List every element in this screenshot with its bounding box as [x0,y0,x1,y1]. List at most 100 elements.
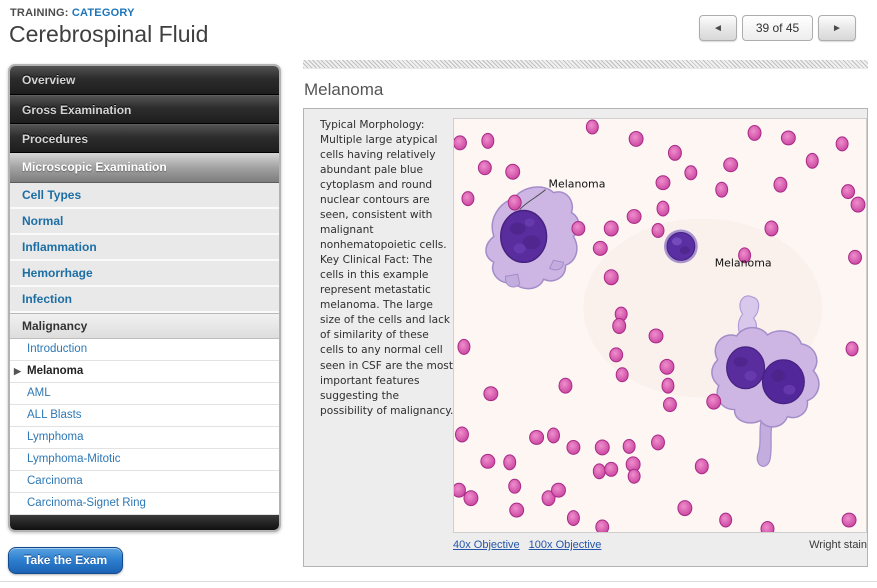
sidebar-item-melanoma-label: Melanoma [27,365,84,377]
rbc-cell [547,427,560,444]
rbc-cell [651,222,665,238]
rbc-cell [477,160,492,176]
training-label: TRAINING: [10,7,69,19]
rbc-cell [594,439,610,456]
rbc-cell [461,191,475,207]
rbc-cell [656,200,670,217]
rbc-cell [706,393,722,410]
sidebar-item-hemorrhage[interactable]: Hemorrhage [10,261,279,287]
sidebar-item-microscopic-examination[interactable]: Microscopic Examination [10,153,279,183]
sidebar-item-malignancy[interactable]: Malignancy [10,313,279,339]
prev-page-button[interactable]: ◄ [699,15,737,41]
rbc-cell [603,269,619,286]
sidebar-item-introduction[interactable]: Introduction [10,339,279,361]
rbc-cell [764,220,779,237]
melanoma-cell-cluster [711,295,820,467]
specimen-svg: Melanoma Melanoma [453,118,867,533]
rbc-cell [454,482,466,498]
rbc-cell [481,132,495,149]
take-exam-button[interactable]: Take the Exam [8,547,124,574]
rbc-cell [805,152,819,169]
next-page-button[interactable]: ► [818,15,856,41]
rbc-cell [661,377,675,394]
rbc-cell [571,221,586,236]
rbc-cell [480,453,496,469]
sidebar-item-procedures[interactable]: Procedures [10,124,279,153]
category-link[interactable]: CATEGORY [71,7,135,19]
rbc-cell [667,144,682,161]
rbc-cell [773,176,788,193]
melanoma-cell-large [485,186,580,290]
rbc-layer [454,119,866,532]
rbc-cell [457,338,471,355]
rbc-cell [719,512,733,528]
objective-40x-link[interactable]: 40x Objective [453,539,520,551]
decorative-hatch-stripe [303,60,868,69]
sidebar-item-cell-types[interactable]: Cell Types [10,183,279,209]
sidebar-item-lymphoma[interactable]: Lymphoma [10,427,279,449]
rbc-cell [715,181,729,198]
rbc-cell [835,136,849,152]
rbc-cell [651,434,665,451]
rbc-cell [604,461,619,477]
sidebar-item-carcinoma-signet-ring[interactable]: Carcinoma-Signet Ring [10,493,279,515]
sidebar-item-aml[interactable]: AML [10,383,279,405]
objective-links-row: 40x Objective 100x Objective Wright stai… [453,539,867,551]
sidebar-item-inflammation[interactable]: Inflammation [10,235,279,261]
rbc-cell [463,490,479,507]
rbc-cell [659,358,675,375]
rbc-cell [850,196,866,213]
rbc-cell [655,175,671,191]
content-box: Typical Morphology: Multiple large atypi… [303,108,868,567]
rbc-cell [603,220,619,237]
rbc-cell [505,163,521,180]
sidebar-item-overview[interactable]: Overview [10,66,279,95]
content-heading: Melanoma [304,80,384,99]
rbc-cell [592,463,606,480]
sidebar-item-lymphoma-mitotic[interactable]: Lymphoma-Mitotic [10,449,279,471]
morphology-description: Typical Morphology: Multiple large atypi… [320,119,454,417]
rbc-cell [529,429,545,445]
melanoma-cell-small [663,229,698,264]
sidebar-item-infection[interactable]: Infection [10,287,279,313]
rbc-cell [628,130,644,147]
rbc-cell [612,318,627,334]
rbc-cell [454,426,469,443]
pagination: ◄ 39 of 45 ► [699,15,856,41]
rbc-cell [558,377,573,394]
rbc-cell [648,328,664,344]
rbc-cell [747,124,762,141]
rbc-cell [760,521,775,532]
rbc-cell [841,512,857,528]
rbc-cell [541,490,556,507]
specimen-image-wrap: Melanoma Melanoma [453,118,867,533]
specimen-label-1: Melanoma [549,178,606,191]
sidebar-item-melanoma[interactable]: ▶ Melanoma [10,361,279,383]
sidebar-item-all-blasts[interactable]: ALL Blasts [10,405,279,427]
page-title: Cerebrospinal Fluid [9,21,209,47]
rbc-cell [694,458,709,475]
objective-100x-link[interactable]: 100x Objective [528,539,602,551]
main-content: Melanoma Typical Morphology: Multiple la… [303,60,868,567]
label-pointer-line [519,189,546,210]
rbc-cell [509,502,525,518]
rbc-cell [662,397,677,413]
rbc-cell [622,438,636,454]
page-counter: 39 of 45 [742,15,813,41]
bottom-divider [0,581,877,582]
prev-arrow-icon: ◄ [713,22,723,34]
sidebar-item-normal[interactable]: Normal [10,209,279,235]
rbc-cell [592,240,608,256]
rbc-cell [566,510,580,527]
rbc-cell [723,157,739,173]
sidebar-item-gross-examination[interactable]: Gross Examination [10,95,279,124]
rbc-cell [848,249,863,265]
stain-caption: Wright stain [809,539,867,551]
sidebar-item-carcinoma[interactable]: Carcinoma [10,471,279,493]
rbc-cell [595,519,610,532]
rbc-cell [677,500,693,517]
rbc-cell [503,454,517,471]
rbc-cell [626,209,642,224]
active-item-arrow-icon: ▶ [14,366,21,376]
rbc-cell [684,165,698,181]
